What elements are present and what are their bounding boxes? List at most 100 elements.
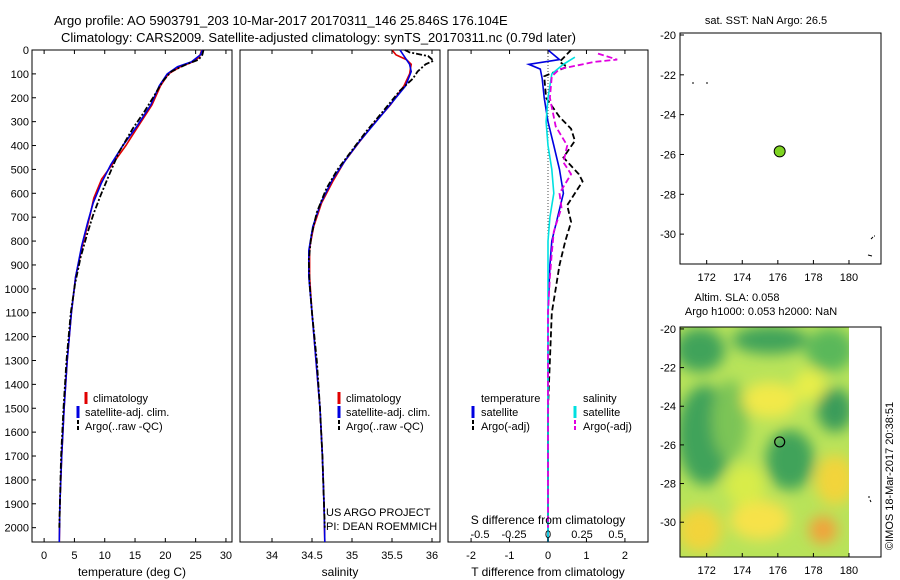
y-tick-label: 2000 xyxy=(5,523,29,535)
salinity-legend: climatology satellite-adj. clim. Argo(..… xyxy=(337,392,430,433)
project-label: US ARGO PROJECT xyxy=(326,507,431,519)
y-tick-label: 1500 xyxy=(5,403,29,415)
sla-heatmap xyxy=(680,327,849,557)
sla-map-title-line2: Argo h1000: 0.053 h2000: NaN xyxy=(685,306,837,318)
x-tick-label: 20 xyxy=(159,550,171,562)
x-tick-label: 178 xyxy=(804,272,822,284)
y-tick-label: 600 xyxy=(11,188,29,200)
temperature-legend: climatology satellite-adj. clim. Argo(..… xyxy=(76,392,169,433)
y-tick-label: 1700 xyxy=(5,451,29,463)
legend-salinity-title: salinity xyxy=(583,393,617,405)
series-line-4 xyxy=(547,52,618,528)
temperature-series xyxy=(58,49,205,543)
sla-map-panel: Altim. SLA: 0.058 Argo h1000: 0.053 h200… xyxy=(660,292,882,577)
legend-sal-satellite-label: satellite xyxy=(583,407,620,419)
series-line-2 xyxy=(58,49,204,543)
y-tick-label: 0 xyxy=(23,45,29,57)
y-tick-label: 400 xyxy=(11,141,29,153)
x-tick-label: 10 xyxy=(99,550,111,562)
salinity-axes xyxy=(239,49,441,543)
x-tick-label: 172 xyxy=(698,565,716,577)
y-tick-label: 1000 xyxy=(5,284,29,296)
y-tick-label: 700 xyxy=(11,212,29,224)
x-tick-label: 34.5 xyxy=(301,550,322,562)
legend-satellite-label: satellite-adj. clim. xyxy=(346,407,430,419)
y-tick-label: -24 xyxy=(660,110,676,122)
top-tick-label: -0.5 xyxy=(471,529,490,541)
x-tick-label: 0 xyxy=(545,550,551,562)
x-tick-label: 172 xyxy=(698,272,716,284)
y-tick-label: -26 xyxy=(660,149,676,161)
y-tick-label: 1100 xyxy=(5,308,29,320)
x-tick-label: 35.5 xyxy=(381,550,402,562)
series-line-2 xyxy=(543,49,584,528)
series-line-3 xyxy=(307,49,436,528)
x-tick-label: 36 xyxy=(426,550,438,562)
sst-map-title: sat. SST: NaN Argo: 26.5 xyxy=(705,15,827,27)
x-tick-label: 15 xyxy=(129,550,141,562)
series-line-3 xyxy=(58,49,205,528)
y-tick-label: -24 xyxy=(660,401,676,413)
y-tick-label: 1400 xyxy=(5,379,29,391)
top-tick-label: 0.5 xyxy=(608,529,623,541)
y-tick-label: -28 xyxy=(660,479,676,491)
legend-climatology-label: climatology xyxy=(93,393,149,405)
legend-temperature-title: temperature xyxy=(481,393,540,405)
legend-climatology-label: climatology xyxy=(346,393,402,405)
y-tick-label: 1200 xyxy=(5,332,29,344)
sla-coastline xyxy=(868,496,872,503)
temperature-panel: 0 5 10 15 20 25 30 0 100 200 300 400 500 600 700 800 90… xyxy=(5,45,233,579)
x-tick-label: 176 xyxy=(769,272,787,284)
salinity-xlabel: salinity xyxy=(322,565,359,579)
difference-legend: temperature satellite Argo(-adj) salinit… xyxy=(471,393,632,433)
figure-title-line1: Argo profile: AO 5903791_203 10-Mar-2017… xyxy=(54,13,508,28)
temperature-xlabel: temperature (deg C) xyxy=(78,565,186,579)
y-tick-label: -28 xyxy=(660,189,676,201)
y-tick-label: 1600 xyxy=(5,427,29,439)
series-line-1 xyxy=(525,49,565,542)
y-tick-label: 1300 xyxy=(5,355,29,367)
x-tick-label: 174 xyxy=(733,272,751,284)
salinity-series xyxy=(307,49,436,543)
x-tick-label: 25 xyxy=(190,550,202,562)
argo-location-marker xyxy=(773,145,786,158)
series-line-2 xyxy=(308,49,413,543)
figure-title-line2: Climatology: CARS2009. Satellite-adjuste… xyxy=(61,30,576,45)
x-tick-label: 0 xyxy=(41,550,47,562)
difference-xlabel: T difference from climatology xyxy=(471,565,625,579)
y-tick-label: -30 xyxy=(660,517,676,529)
difference-xlabel-top: S difference from climatology xyxy=(471,513,626,527)
x-tick-label: 178 xyxy=(804,565,822,577)
salinity-panel: 34 34.5 35 35.5 36 salinity climatology sate… xyxy=(239,49,441,579)
y-tick-label: -20 xyxy=(660,324,676,336)
pi-label: PI: DEAN ROEMMICH xyxy=(326,521,437,533)
difference-series xyxy=(525,49,618,542)
x-tick-label: 1 xyxy=(583,550,589,562)
y-tick-label: 1800 xyxy=(5,475,29,487)
x-tick-label: 30 xyxy=(220,550,232,562)
y-tick-label: -22 xyxy=(660,70,676,82)
y-tick-label: 200 xyxy=(11,93,29,105)
x-tick-label: 2 xyxy=(622,550,628,562)
legend-satellite-label: satellite-adj. clim. xyxy=(85,407,169,419)
temperature-axes xyxy=(31,49,233,543)
argo-location-marker xyxy=(774,436,786,448)
y-tick-label: 900 xyxy=(11,260,29,272)
top-tick-label: 0 xyxy=(545,529,551,541)
legend-argo-label: Argo(..raw -QC) xyxy=(346,421,424,433)
sla-map-axes xyxy=(679,326,882,558)
series-line-1 xyxy=(308,49,413,543)
x-tick-label: 176 xyxy=(769,565,787,577)
x-tick-label: 180 xyxy=(840,272,858,284)
difference-panel: -2 -1 0 1 2 -0.5 -0.25 0 0.25 0.5 T difference f… xyxy=(447,49,649,579)
x-tick-label: -1 xyxy=(505,550,515,562)
legend-temp-argo-label: Argo(-adj) xyxy=(481,421,530,433)
y-tick-label: -22 xyxy=(660,363,676,375)
series-line-1 xyxy=(58,49,203,543)
legend-temp-satellite-label: satellite xyxy=(481,407,518,419)
x-tick-label: -2 xyxy=(466,550,476,562)
y-tick-label: 500 xyxy=(11,164,29,176)
y-tick-label: -26 xyxy=(660,440,676,452)
x-tick-label: 5 xyxy=(71,550,77,562)
